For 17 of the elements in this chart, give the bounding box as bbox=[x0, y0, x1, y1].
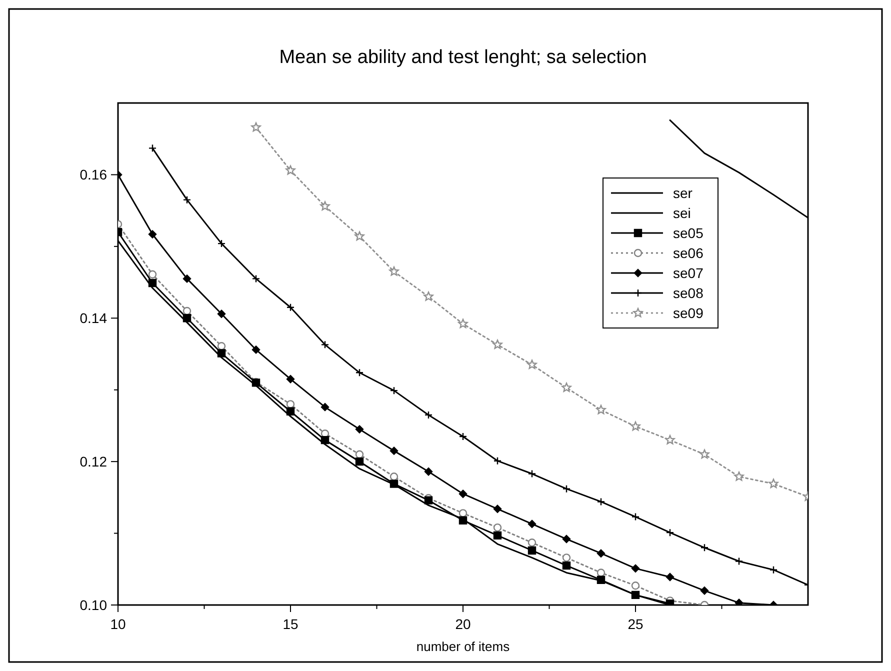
x-tick-label: 10 bbox=[110, 616, 126, 632]
y-tick-label: 0.14 bbox=[80, 310, 108, 326]
legend-label: sei bbox=[673, 205, 691, 221]
y-tick-label: 0.16 bbox=[80, 166, 108, 183]
chart-title: Mean se ability and test lenght; sa selection bbox=[279, 47, 647, 68]
legend-label: se08 bbox=[673, 285, 704, 301]
legend-label: se05 bbox=[673, 225, 704, 241]
x-tick-label: 20 bbox=[455, 616, 471, 632]
x-tick-label: 25 bbox=[628, 616, 644, 632]
y-tick-label: 0.12 bbox=[80, 454, 108, 470]
legend-label: se09 bbox=[673, 305, 704, 321]
y-tick-label: 0.10 bbox=[80, 597, 108, 613]
legend-label: se07 bbox=[673, 265, 704, 281]
x-axis-title: number of items bbox=[416, 639, 510, 654]
legend-label: ser bbox=[673, 185, 693, 201]
legend-label: se06 bbox=[673, 245, 704, 261]
x-tick-label: 15 bbox=[282, 616, 298, 632]
